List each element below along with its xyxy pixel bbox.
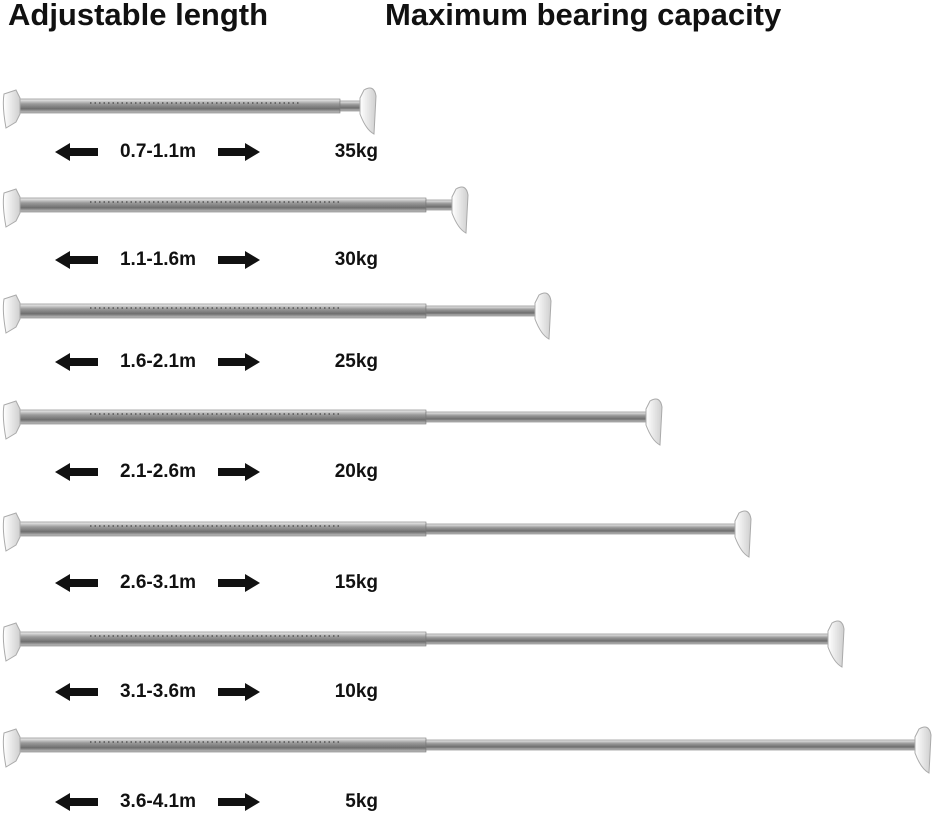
- end-cap-left: [2, 622, 21, 662]
- end-cap-right: [359, 87, 377, 135]
- end-cap-right: [827, 620, 845, 668]
- length-label: 3.6-4.1m: [120, 791, 196, 812]
- arrow-left: [55, 353, 98, 371]
- outer-tube: [17, 409, 427, 425]
- capacity-label: 15kg: [335, 572, 378, 593]
- capacity-label: 25kg: [335, 351, 378, 372]
- header-right: Maximum bearing capacity: [385, 0, 782, 32]
- inner-tube: [425, 411, 649, 423]
- length-label: 2.1-2.6m: [120, 461, 196, 482]
- capacity-label: 35kg: [335, 141, 378, 162]
- end-cap-left: [2, 294, 21, 334]
- header-left: Adjustable length: [8, 0, 268, 32]
- capacity-label: 5kg: [345, 791, 378, 812]
- arrow-right: [218, 251, 260, 269]
- length-label: 3.1-3.6m: [120, 681, 196, 702]
- arrow-left: [55, 463, 98, 481]
- arrow-right: [218, 143, 260, 161]
- rod-row: 1.1-1.6m 30kg: [2, 186, 469, 270]
- capacity-label: 10kg: [335, 681, 378, 702]
- end-cap-right: [451, 186, 469, 234]
- outer-tube: [17, 631, 427, 647]
- arrow-right: [218, 793, 260, 811]
- end-cap-right: [734, 510, 752, 558]
- outer-tube: [17, 98, 341, 114]
- rod-row: 3.6-4.1m 5kg: [2, 726, 932, 812]
- rod-row: 3.1-3.6m 10kg: [2, 620, 845, 702]
- end-cap-right: [645, 398, 663, 446]
- length-label: 1.1-1.6m: [120, 249, 196, 270]
- arrow-left: [55, 793, 98, 811]
- end-cap-left: [2, 188, 21, 228]
- arrow-left: [55, 251, 98, 269]
- capacity-label: 30kg: [335, 249, 378, 270]
- outer-tube: [17, 521, 427, 537]
- rod-row: 0.7-1.1m 35kg: [2, 87, 378, 162]
- arrow-left: [55, 143, 98, 161]
- arrow-left: [55, 683, 98, 701]
- inner-tube: [339, 100, 363, 112]
- inner-tube: [425, 633, 831, 645]
- arrow-left: [55, 574, 98, 592]
- length-label: 2.6-3.1m: [120, 572, 196, 593]
- inner-tube: [425, 199, 455, 211]
- outer-tube: [17, 303, 427, 319]
- inner-tube: [425, 305, 538, 317]
- end-cap-left: [2, 728, 21, 768]
- end-cap-right: [914, 726, 932, 774]
- arrow-right: [218, 353, 260, 371]
- rod-row: 2.6-3.1m 15kg: [2, 510, 752, 593]
- rod-row: 1.6-2.1m 25kg: [2, 292, 552, 372]
- length-label: 1.6-2.1m: [120, 351, 196, 372]
- outer-tube: [17, 737, 427, 753]
- length-label: 0.7-1.1m: [120, 141, 196, 162]
- end-cap-left: [2, 400, 21, 440]
- capacity-label: 20kg: [335, 461, 378, 482]
- inner-tube: [425, 523, 738, 535]
- arrow-right: [218, 683, 260, 701]
- outer-tube: [17, 197, 427, 213]
- end-cap-left: [2, 89, 21, 129]
- end-cap-left: [2, 512, 21, 552]
- arrow-right: [218, 463, 260, 481]
- inner-tube: [425, 739, 918, 751]
- rod-row: 2.1-2.6m 20kg: [2, 398, 663, 482]
- end-cap-right: [534, 292, 552, 340]
- arrow-right: [218, 574, 260, 592]
